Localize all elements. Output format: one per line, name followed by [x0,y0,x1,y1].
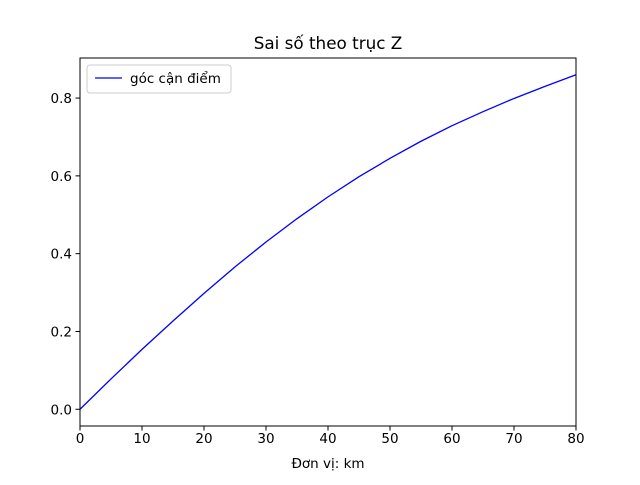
y-tick-label: 0.0 [51,402,72,418]
x-axis-label: Đơn vị: km [291,456,364,472]
chart-title: Sai số theo trục Z [254,33,403,53]
x-tick-label: 50 [381,431,398,447]
legend-label: góc cận điểm [130,70,221,87]
x-tick-label: 10 [133,431,150,447]
x-tick-label: 80 [567,431,584,447]
y-tick-label: 0.8 [51,91,72,107]
x-tick-label: 70 [505,431,522,447]
x-tick-label: 20 [195,431,212,447]
y-tick-label: 0.6 [51,169,72,185]
x-tick-label: 40 [319,431,336,447]
series-layer [79,74,577,410]
legend-box [86,64,232,94]
series-line [79,74,577,410]
x-tick-label: 60 [443,431,460,447]
x-tick-label: 30 [257,431,274,447]
y-tick-label: 0.2 [51,324,72,340]
plot-area-frame [79,57,577,427]
x-tick-label: 0 [76,431,85,447]
legend: góc cận điểm [86,64,232,94]
axis-ticks: 0 10 20 30 40 50 60 70 80 0.0 0.2 0.4 0.6 0.8 [51,91,585,447]
y-tick-label: 0.4 [51,247,72,263]
